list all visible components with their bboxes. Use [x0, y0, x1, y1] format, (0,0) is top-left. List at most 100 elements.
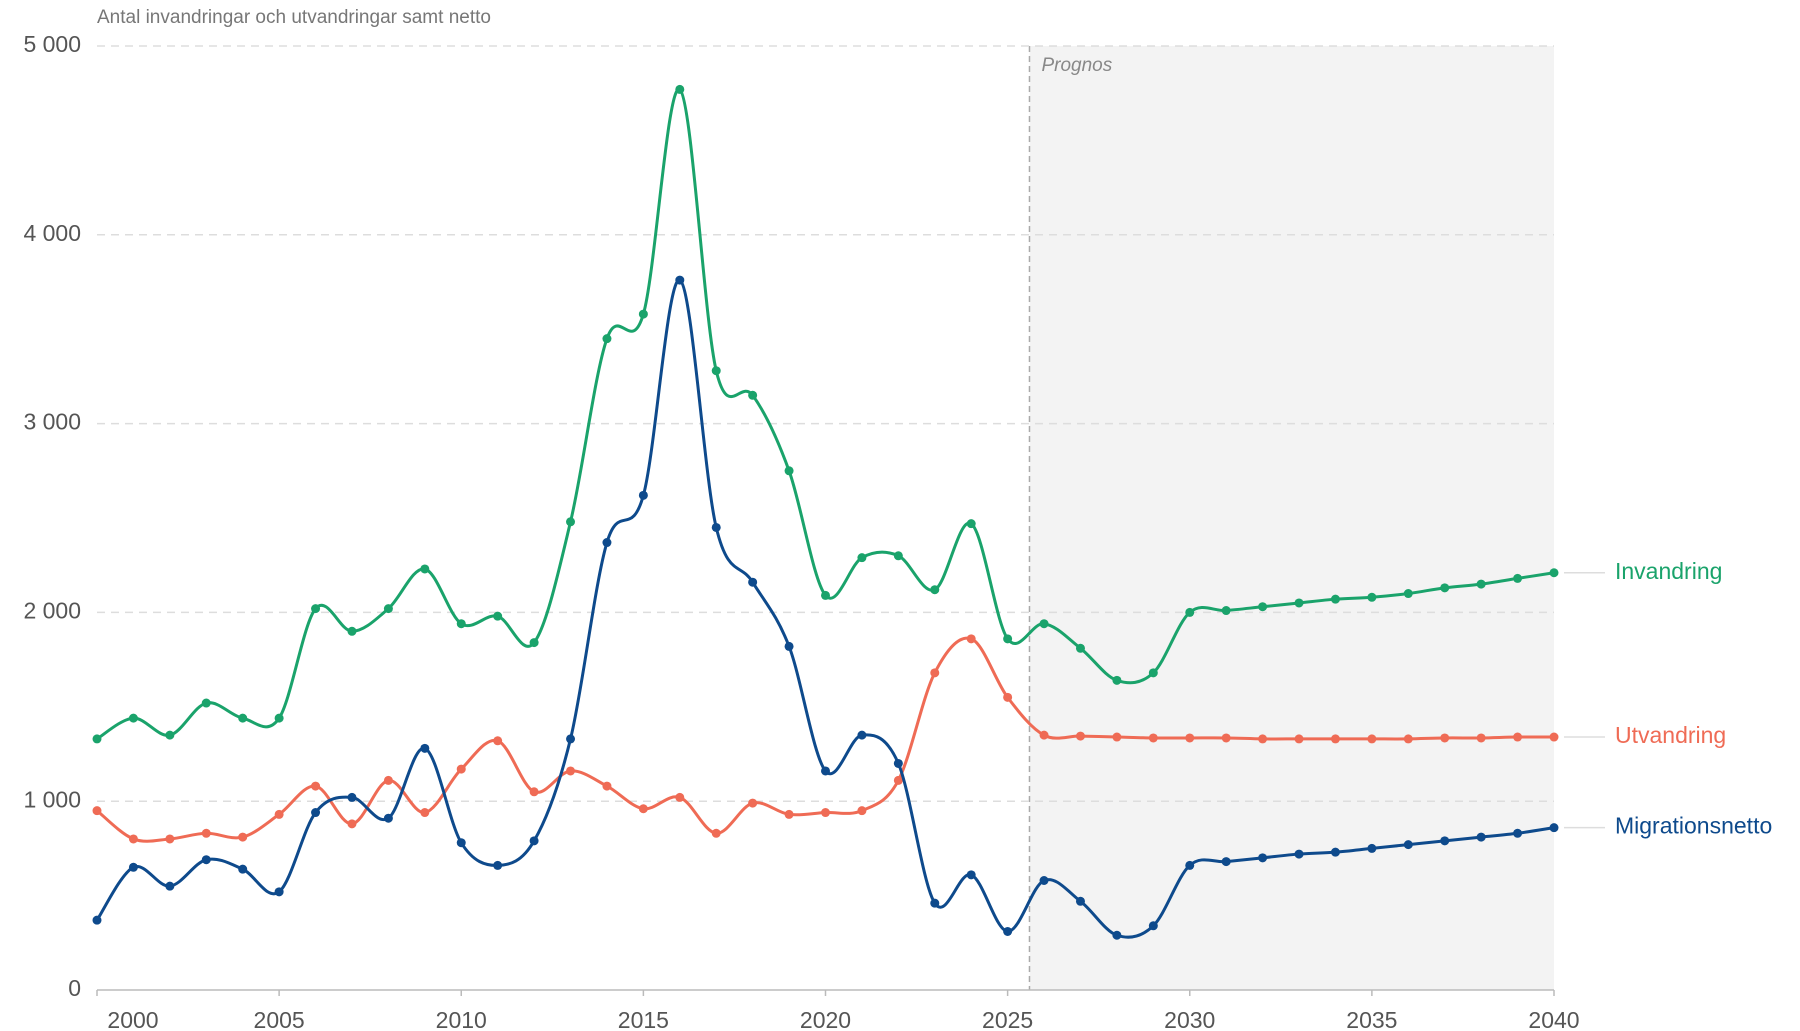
data-point: [1549, 732, 1559, 742]
data-point: [201, 855, 211, 865]
data-point: [1039, 619, 1049, 629]
data-point: [1039, 730, 1049, 740]
data-point: [1003, 634, 1013, 644]
data-point: [638, 490, 648, 500]
data-point: [675, 792, 685, 802]
data-point: [92, 806, 102, 816]
data-point: [1513, 828, 1523, 838]
data-point: [930, 585, 940, 595]
data-point: [1476, 832, 1486, 842]
data-point: [638, 309, 648, 319]
x-tick-label: 2025: [982, 1007, 1033, 1031]
data-point: [711, 366, 721, 376]
data-point: [1513, 732, 1523, 742]
data-point: [966, 634, 976, 644]
x-tick-label: 2040: [1528, 1007, 1579, 1031]
legend-label: Migrationsnetto: [1615, 813, 1772, 839]
data-point: [821, 766, 830, 776]
legend-label: Invandring: [1615, 558, 1722, 584]
data-point: [1112, 675, 1122, 685]
data-point: [347, 819, 357, 829]
data-point: [383, 813, 393, 823]
data-point: [311, 781, 321, 791]
data-point: [311, 808, 321, 818]
chart-title: Antal invandringar och utvandringar samt…: [97, 7, 491, 28]
data-point: [238, 864, 248, 874]
y-tick-label: 3 000: [23, 409, 81, 435]
data-point: [420, 743, 430, 753]
data-point: [128, 862, 138, 872]
data-point: [1367, 734, 1377, 744]
data-point: [566, 517, 576, 527]
legend-label: Utvandring: [1615, 722, 1726, 748]
data-point: [1403, 840, 1413, 850]
data-point: [857, 806, 867, 816]
data-point: [493, 736, 503, 746]
data-point: [1476, 579, 1486, 589]
data-point: [165, 881, 175, 891]
data-point: [1403, 734, 1413, 744]
data-point: [602, 538, 612, 548]
data-point: [1112, 930, 1122, 940]
data-point: [784, 466, 794, 476]
data-point: [748, 577, 758, 587]
y-tick-label: 0: [68, 975, 81, 1001]
data-point: [1039, 875, 1049, 885]
data-point: [711, 522, 721, 532]
x-tick-label: 2000: [107, 1007, 158, 1031]
data-point: [493, 860, 503, 870]
x-tick-label: 2010: [436, 1007, 487, 1031]
data-point: [1221, 606, 1231, 616]
data-point: [675, 84, 685, 94]
data-point: [456, 764, 466, 774]
data-point: [566, 734, 576, 744]
data-point: [128, 834, 138, 844]
data-point: [966, 519, 976, 529]
data-point: [966, 870, 976, 880]
data-point: [1003, 692, 1013, 702]
data-point: [274, 887, 284, 897]
data-point: [456, 619, 466, 629]
data-point: [493, 611, 503, 621]
data-point: [1258, 853, 1268, 863]
data-point: [784, 641, 794, 651]
data-point: [165, 834, 175, 844]
data-point: [857, 553, 867, 563]
data-point: [784, 809, 794, 819]
data-point: [165, 730, 175, 740]
y-tick-label: 2 000: [23, 597, 81, 623]
data-point: [1258, 734, 1268, 744]
data-point: [529, 638, 539, 648]
data-point: [1075, 731, 1085, 741]
data-point: [420, 808, 430, 818]
data-point: [638, 804, 648, 814]
x-tick-label: 2020: [800, 1007, 851, 1031]
data-point: [1258, 602, 1268, 612]
data-point: [1148, 733, 1158, 743]
data-point: [1440, 836, 1450, 846]
data-point: [529, 836, 539, 846]
data-point: [238, 713, 248, 723]
data-point: [711, 828, 721, 838]
forecast-label: Prognos: [1041, 55, 1112, 76]
data-point: [930, 668, 940, 678]
data-point: [529, 787, 539, 797]
y-tick-label: 1 000: [23, 786, 81, 812]
data-point: [1185, 607, 1195, 617]
data-point: [1330, 734, 1340, 744]
data-point: [1330, 594, 1340, 604]
data-point: [274, 713, 284, 723]
data-point: [930, 898, 940, 908]
data-point: [893, 551, 903, 561]
data-point: [383, 775, 393, 785]
data-point: [893, 775, 903, 785]
data-point: [1221, 857, 1231, 867]
data-point: [456, 838, 466, 848]
data-point: [1330, 847, 1340, 857]
data-point: [675, 275, 685, 285]
data-point: [1185, 733, 1195, 743]
data-point: [201, 828, 211, 838]
data-point: [1549, 568, 1559, 578]
data-point: [92, 734, 102, 744]
